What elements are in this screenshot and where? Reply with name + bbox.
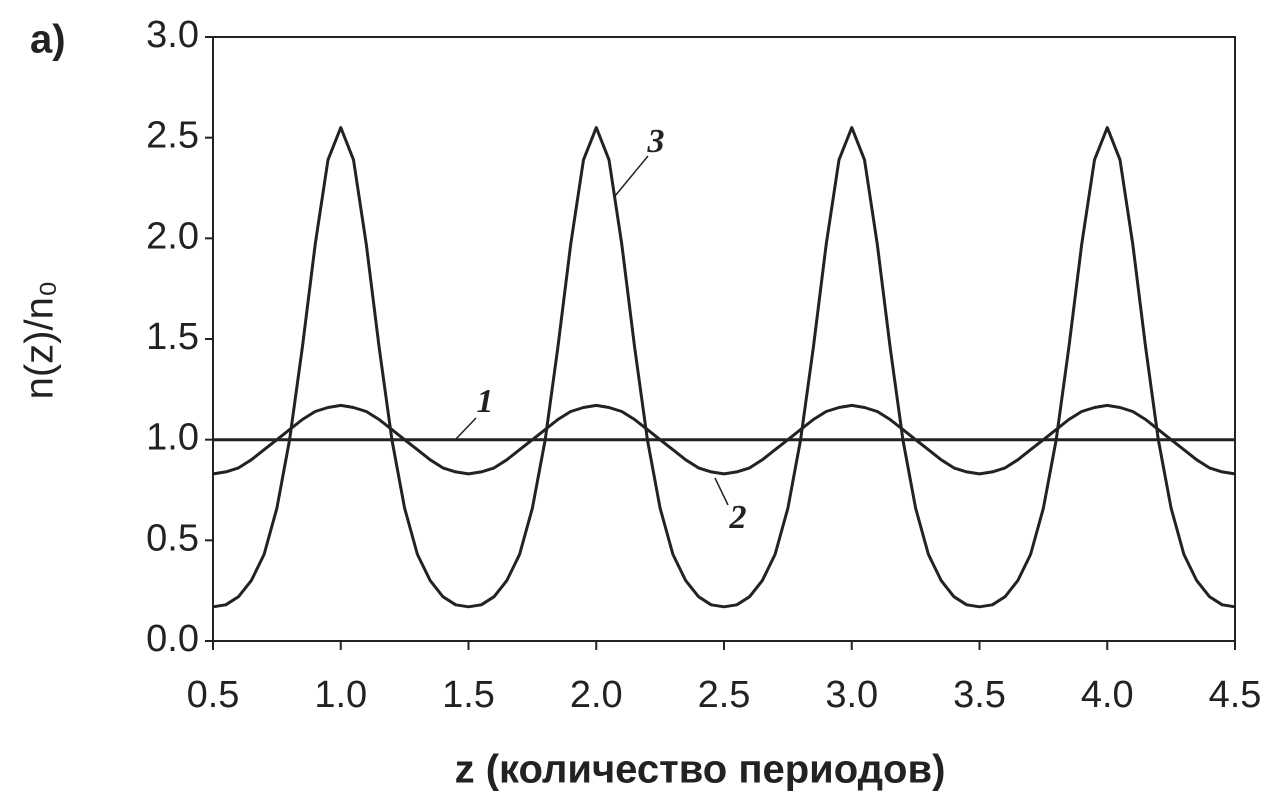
x-tick-label: 2.0 xyxy=(570,674,623,716)
series-line xyxy=(212,126,1236,609)
x-tick-label: 0.5 xyxy=(187,674,240,716)
leader-line xyxy=(454,417,477,441)
y-axis-label: n(z)/n₀ xyxy=(18,281,62,400)
x-tick-label: 3.0 xyxy=(825,674,878,716)
x-tick-label: 2.5 xyxy=(698,674,751,716)
plot-frame xyxy=(212,36,1236,642)
y-tick-label: 2.0 xyxy=(146,215,199,257)
series-label: 3 xyxy=(647,123,665,160)
x-axis-label: z (количество периодов) xyxy=(455,748,946,792)
panel-label: a) xyxy=(30,18,66,62)
x-tick-label: 1.0 xyxy=(314,674,367,716)
series-line xyxy=(212,403,1236,476)
x-tick-label: 1.5 xyxy=(442,674,495,716)
y-tick-label: 3.0 xyxy=(146,14,199,56)
series-label: 1 xyxy=(477,383,494,420)
y-tick-label: 0.0 xyxy=(146,618,199,660)
series-label: 2 xyxy=(729,499,747,536)
y-tick-label: 1.0 xyxy=(146,417,199,459)
x-tick-label: 4.5 xyxy=(1209,674,1262,716)
y-tick-label: 1.5 xyxy=(146,316,199,358)
leader-line xyxy=(714,477,729,506)
y-tick-label: 2.5 xyxy=(146,115,199,157)
leader-line xyxy=(614,155,649,197)
y-tick-label: 0.5 xyxy=(146,517,199,559)
x-tick-label: 4.0 xyxy=(1081,674,1134,716)
x-tick-label: 3.5 xyxy=(953,674,1006,716)
